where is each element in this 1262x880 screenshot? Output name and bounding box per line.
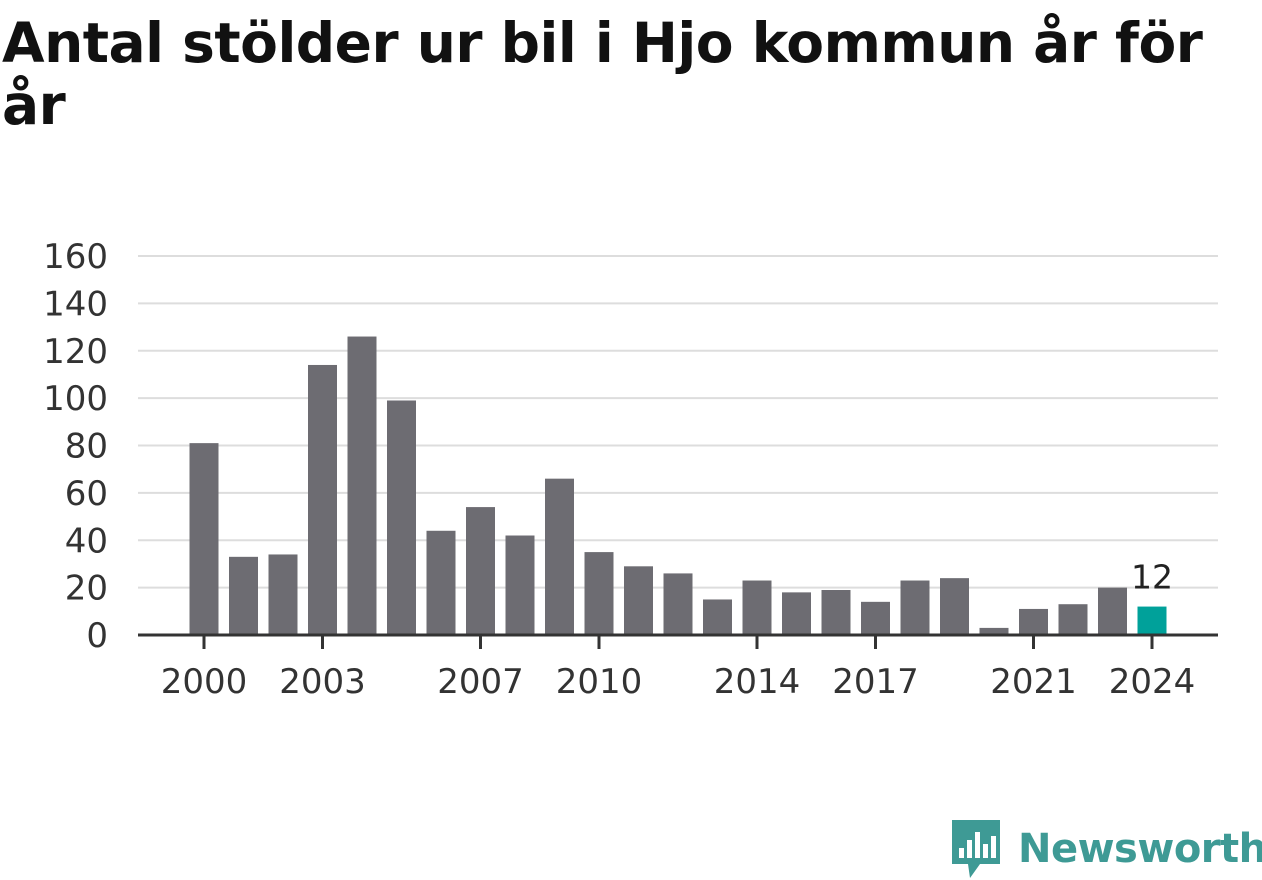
bar-2014 [742,580,772,635]
gridlines [138,255,1218,589]
x-axis: 2000 2003 2007 2010 2014 2017 2021 2024 [138,633,1218,702]
data-labels: 12 [1131,558,1173,597]
y-tick-label: 140 [43,284,108,324]
x-tick-label: 2000 [161,662,248,702]
x-tick-label: 2003 [279,662,366,702]
chart-title: Antal stölder ur bil i Hjo kommun år för… [2,11,1203,137]
x-tick-label: 2024 [1109,662,1196,702]
y-tick-label: 20 [65,569,108,609]
y-tick-label: 120 [43,332,108,372]
bar-2009 [545,478,574,635]
bar-2022 [1058,604,1088,635]
x-tick-label: 2007 [437,662,524,702]
newsworthy-brand: Newsworthy [950,818,1262,880]
bars [189,336,1167,635]
bar-2011 [624,566,653,635]
bar-2000 [189,443,219,635]
bar-2008 [505,535,535,635]
x-tick-label: 2021 [990,662,1077,702]
bar-2002 [268,554,298,635]
x-tick-label: 2014 [714,662,801,702]
bar-2017 [861,601,890,635]
bar-2013 [703,599,732,635]
bar-2005 [387,400,416,635]
bar-2016 [821,589,851,635]
x-tick-label: 2017 [832,662,919,702]
y-tick-label: 100 [43,379,108,419]
bar-2001 [229,556,258,635]
bar-2007 [466,507,495,635]
y-tick-label: 40 [65,521,108,561]
x-tick-label: 2010 [556,662,643,702]
bar-2015 [782,592,811,635]
bar-2023 [1098,587,1127,635]
bar-2012 [663,573,693,635]
y-tick-label: 80 [65,427,108,467]
y-axis-ticks: 0 20 40 60 80 100 120 140 160 [43,237,108,656]
bar-2019 [940,578,969,635]
bar-2010 [584,552,614,635]
y-tick-label: 160 [43,237,108,277]
bar-2021 [1019,608,1048,635]
newsworthy-logo-icon [952,820,1000,878]
bar-2018 [900,580,930,635]
data-label-2024: 12 [1131,558,1173,597]
bar-2024 [1137,606,1167,635]
brand-name: Newsworthy [1018,826,1262,872]
y-tick-label: 60 [65,474,108,514]
bar-2003 [308,364,337,635]
bar-2006 [426,530,456,635]
bar-2020 [979,627,1009,635]
bar-2004 [347,336,377,635]
y-tick-label: 0 [86,616,108,656]
